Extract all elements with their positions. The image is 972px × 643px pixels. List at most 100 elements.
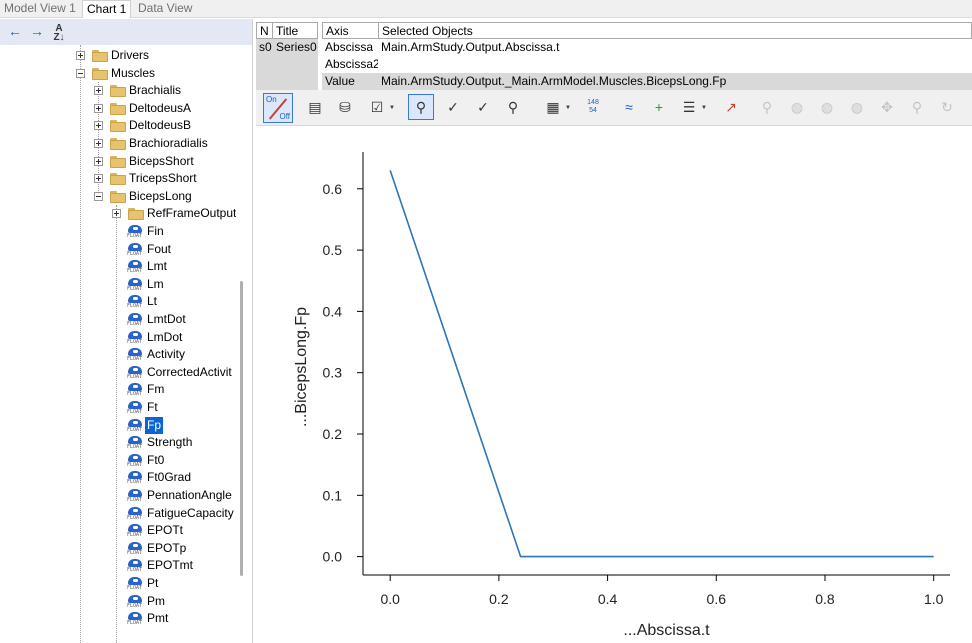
tree-item-brachioradialis[interactable]: Brachioradialis <box>0 135 236 153</box>
y-tick-label: 0.4 <box>323 303 343 319</box>
tree-item-epott[interactable]: FLOAT EPOTt <box>0 522 236 540</box>
tree-item-epotmt[interactable]: FLOAT EPOTmt <box>0 557 236 575</box>
point-count-top: 148 <box>587 99 599 106</box>
zoom-window-icon[interactable]: ⚲ <box>507 98 519 115</box>
tree-item-label: Lt <box>147 294 158 309</box>
tree-item-lm[interactable]: FLOAT Lm <box>0 276 236 294</box>
tree-item-label: LmtDot <box>147 312 186 326</box>
tree-item-lmtdot[interactable]: FLOAT LmtDot <box>0 311 236 329</box>
x-tick-label: 0.0 <box>380 591 400 607</box>
tree-item-pt[interactable]: FLOAT Pt <box>0 575 236 593</box>
chart-on-off-toggle[interactable]: On Off <box>263 93 293 123</box>
series-id-cell[interactable]: s0 <box>256 39 273 90</box>
object-cell-value[interactable]: Main.ArmStudy.Output._Main.ArmModel.Musc… <box>378 73 972 90</box>
expand-icon[interactable] <box>94 86 103 96</box>
tree-item-bicepsshort[interactable]: BicepsShort <box>0 153 236 171</box>
expand-icon[interactable] <box>94 139 103 148</box>
tab-model-view-1[interactable]: Model View 1 <box>4 1 76 15</box>
tab-data-view[interactable]: Data View <box>138 1 193 15</box>
tree-item-lmdot[interactable]: FLOAT LmDot <box>0 329 236 347</box>
expand-icon[interactable] <box>94 121 103 131</box>
tree-item-tricepsshort[interactable]: TricepsShort <box>0 170 236 188</box>
database-icon[interactable]: ⛁ <box>339 98 351 115</box>
expand-icon[interactable] <box>94 174 103 184</box>
tree-item-fout[interactable]: FLOAT Fout <box>0 241 236 259</box>
column-header-title[interactable]: Title <box>272 22 318 39</box>
axis-cell-abscissa[interactable]: Abscissa <box>325 40 374 54</box>
folder-icon <box>128 208 144 221</box>
tree-item-fm[interactable]: FLOAT Fm <box>0 381 236 399</box>
forward-arrow-icon[interactable]: → <box>30 23 44 39</box>
zoom-auto-icon[interactable]: ✓ <box>477 98 489 115</box>
tree-item-label: Brachioradialis <box>129 136 208 150</box>
tree-item-strength[interactable]: FLOAT Strength <box>0 434 236 452</box>
tab-bar: Model View 1 Chart 1 Data View <box>0 0 972 18</box>
tree-item-label: Ft0 <box>147 452 165 467</box>
series-list-icon[interactable]: ☰ ▼ <box>682 98 707 115</box>
series-style-icon[interactable]: ≈ <box>625 99 633 115</box>
tree-vertical-scrollbar[interactable] <box>240 281 243 576</box>
tree-item-label: Fm <box>147 382 165 397</box>
tree-item-fp[interactable]: FLOAT Fp <box>0 416 236 435</box>
axis-cell-value[interactable]: Value <box>322 73 378 90</box>
folder-icon <box>110 173 126 186</box>
tree-item-label: Drivers <box>111 48 149 62</box>
column-header-axis[interactable]: Axis <box>322 22 379 39</box>
tree-item-ft[interactable]: FLOAT Ft <box>0 399 236 417</box>
tree-item-pmt[interactable]: FLOAT Pmt <box>0 610 236 628</box>
zoom-fit-icon[interactable]: ✓ <box>447 98 459 115</box>
collapse-icon[interactable] <box>76 68 85 78</box>
tree-item-ft0[interactable]: FLOAT Ft0 <box>0 452 236 470</box>
add-series-icon[interactable]: + <box>654 99 664 115</box>
tree-item-fin[interactable]: FLOAT Fin <box>0 223 236 241</box>
tree-item-pm[interactable]: FLOAT Pm <box>0 593 236 611</box>
grid-icon[interactable]: ▦ ▼ <box>546 98 571 115</box>
properties-icon[interactable]: ▤ <box>308 98 322 115</box>
tree-item-brachialis[interactable]: Brachialis <box>0 82 236 100</box>
tree-item-label: DeltodeusA <box>129 100 192 115</box>
tree-item-lt[interactable]: FLOAT Lt <box>0 293 236 311</box>
tree-item-ft0grad[interactable]: FLOAT Ft0Grad <box>0 469 236 487</box>
axis-cell-abscissa2[interactable]: Abscissa2 <box>325 57 378 71</box>
back-arrow-icon[interactable]: ← <box>8 23 22 39</box>
tree-item-muscles[interactable]: Muscles <box>0 65 236 83</box>
tree-item-deltodeusa[interactable]: DeltodeusA <box>0 100 236 118</box>
y-axis-label: ...BicepsLong.Fp <box>293 307 310 427</box>
tree-item-deltodeusb[interactable]: DeltodeusB <box>0 117 236 135</box>
tree-item-fatiguecapacity[interactable]: FLOAT FatigueCapacity <box>0 505 236 523</box>
expand-icon[interactable] <box>112 209 121 219</box>
tree-item-epotp[interactable]: FLOAT EPOTp <box>0 540 236 558</box>
tree-item-correctedactivit[interactable]: FLOAT CorrectedActivit <box>0 364 236 382</box>
series-title-cell[interactable]: Series0 <box>273 39 318 90</box>
trend-icon[interactable]: ↗ <box>725 98 737 115</box>
sort-az-icon[interactable]: A Z↓ <box>53 23 65 43</box>
tab-chart-1[interactable]: Chart 1 <box>82 0 132 18</box>
chart-area[interactable]: 0.0 0.2 0.4 0.6 0.8 1.0 0.0 0.1 0.2 0.3 0.4 0.5 0.6.… <box>256 127 972 643</box>
point-count-icon[interactable]: 148 54 <box>580 94 606 120</box>
x-axis-label: ...Abscissa.t <box>623 622 710 639</box>
tree-item-refframeoutput[interactable]: RefFrameOutput <box>0 205 236 223</box>
zoom-select-icon[interactable]: ⚲ <box>408 94 434 120</box>
expand-icon[interactable] <box>76 51 85 60</box>
tree-item-activity[interactable]: FLOAT Activity <box>0 346 236 364</box>
collapse-icon[interactable] <box>94 191 103 201</box>
tree-item-bicepslong[interactable]: BicepsLong <box>0 188 236 206</box>
tree-item-label: Fp <box>145 416 164 435</box>
y-tick-label: 0.0 <box>323 549 343 565</box>
tree-item-pennationangle[interactable]: FLOAT PennationAngle <box>0 487 236 505</box>
expand-icon[interactable] <box>94 103 103 113</box>
column-header-selected-objects[interactable]: Selected Objects <box>378 22 972 39</box>
export-chart-icon[interactable]: ☑ ▼ <box>370 98 395 115</box>
series-line-0 <box>389 170 934 558</box>
expand-icon[interactable] <box>94 156 103 166</box>
x-tick-label: 0.4 <box>598 591 618 607</box>
object-cell-abscissa[interactable]: Main.ArmStudy.Output.Abscissa.t <box>381 40 560 54</box>
tree-item-lmt[interactable]: FLOAT Lmt <box>0 258 236 276</box>
float-value-icon: FLOAT <box>127 295 144 309</box>
tree-item-label: RefFrameOutput <box>147 206 236 221</box>
tree-item-drivers[interactable]: Drivers <box>0 47 236 65</box>
object-cell-abscissa2[interactable] <box>378 56 972 73</box>
column-header-n[interactable]: N <box>256 22 273 39</box>
tree-item-label: PennationAngle <box>147 488 232 502</box>
tree-item-label: Brachialis <box>129 83 182 98</box>
